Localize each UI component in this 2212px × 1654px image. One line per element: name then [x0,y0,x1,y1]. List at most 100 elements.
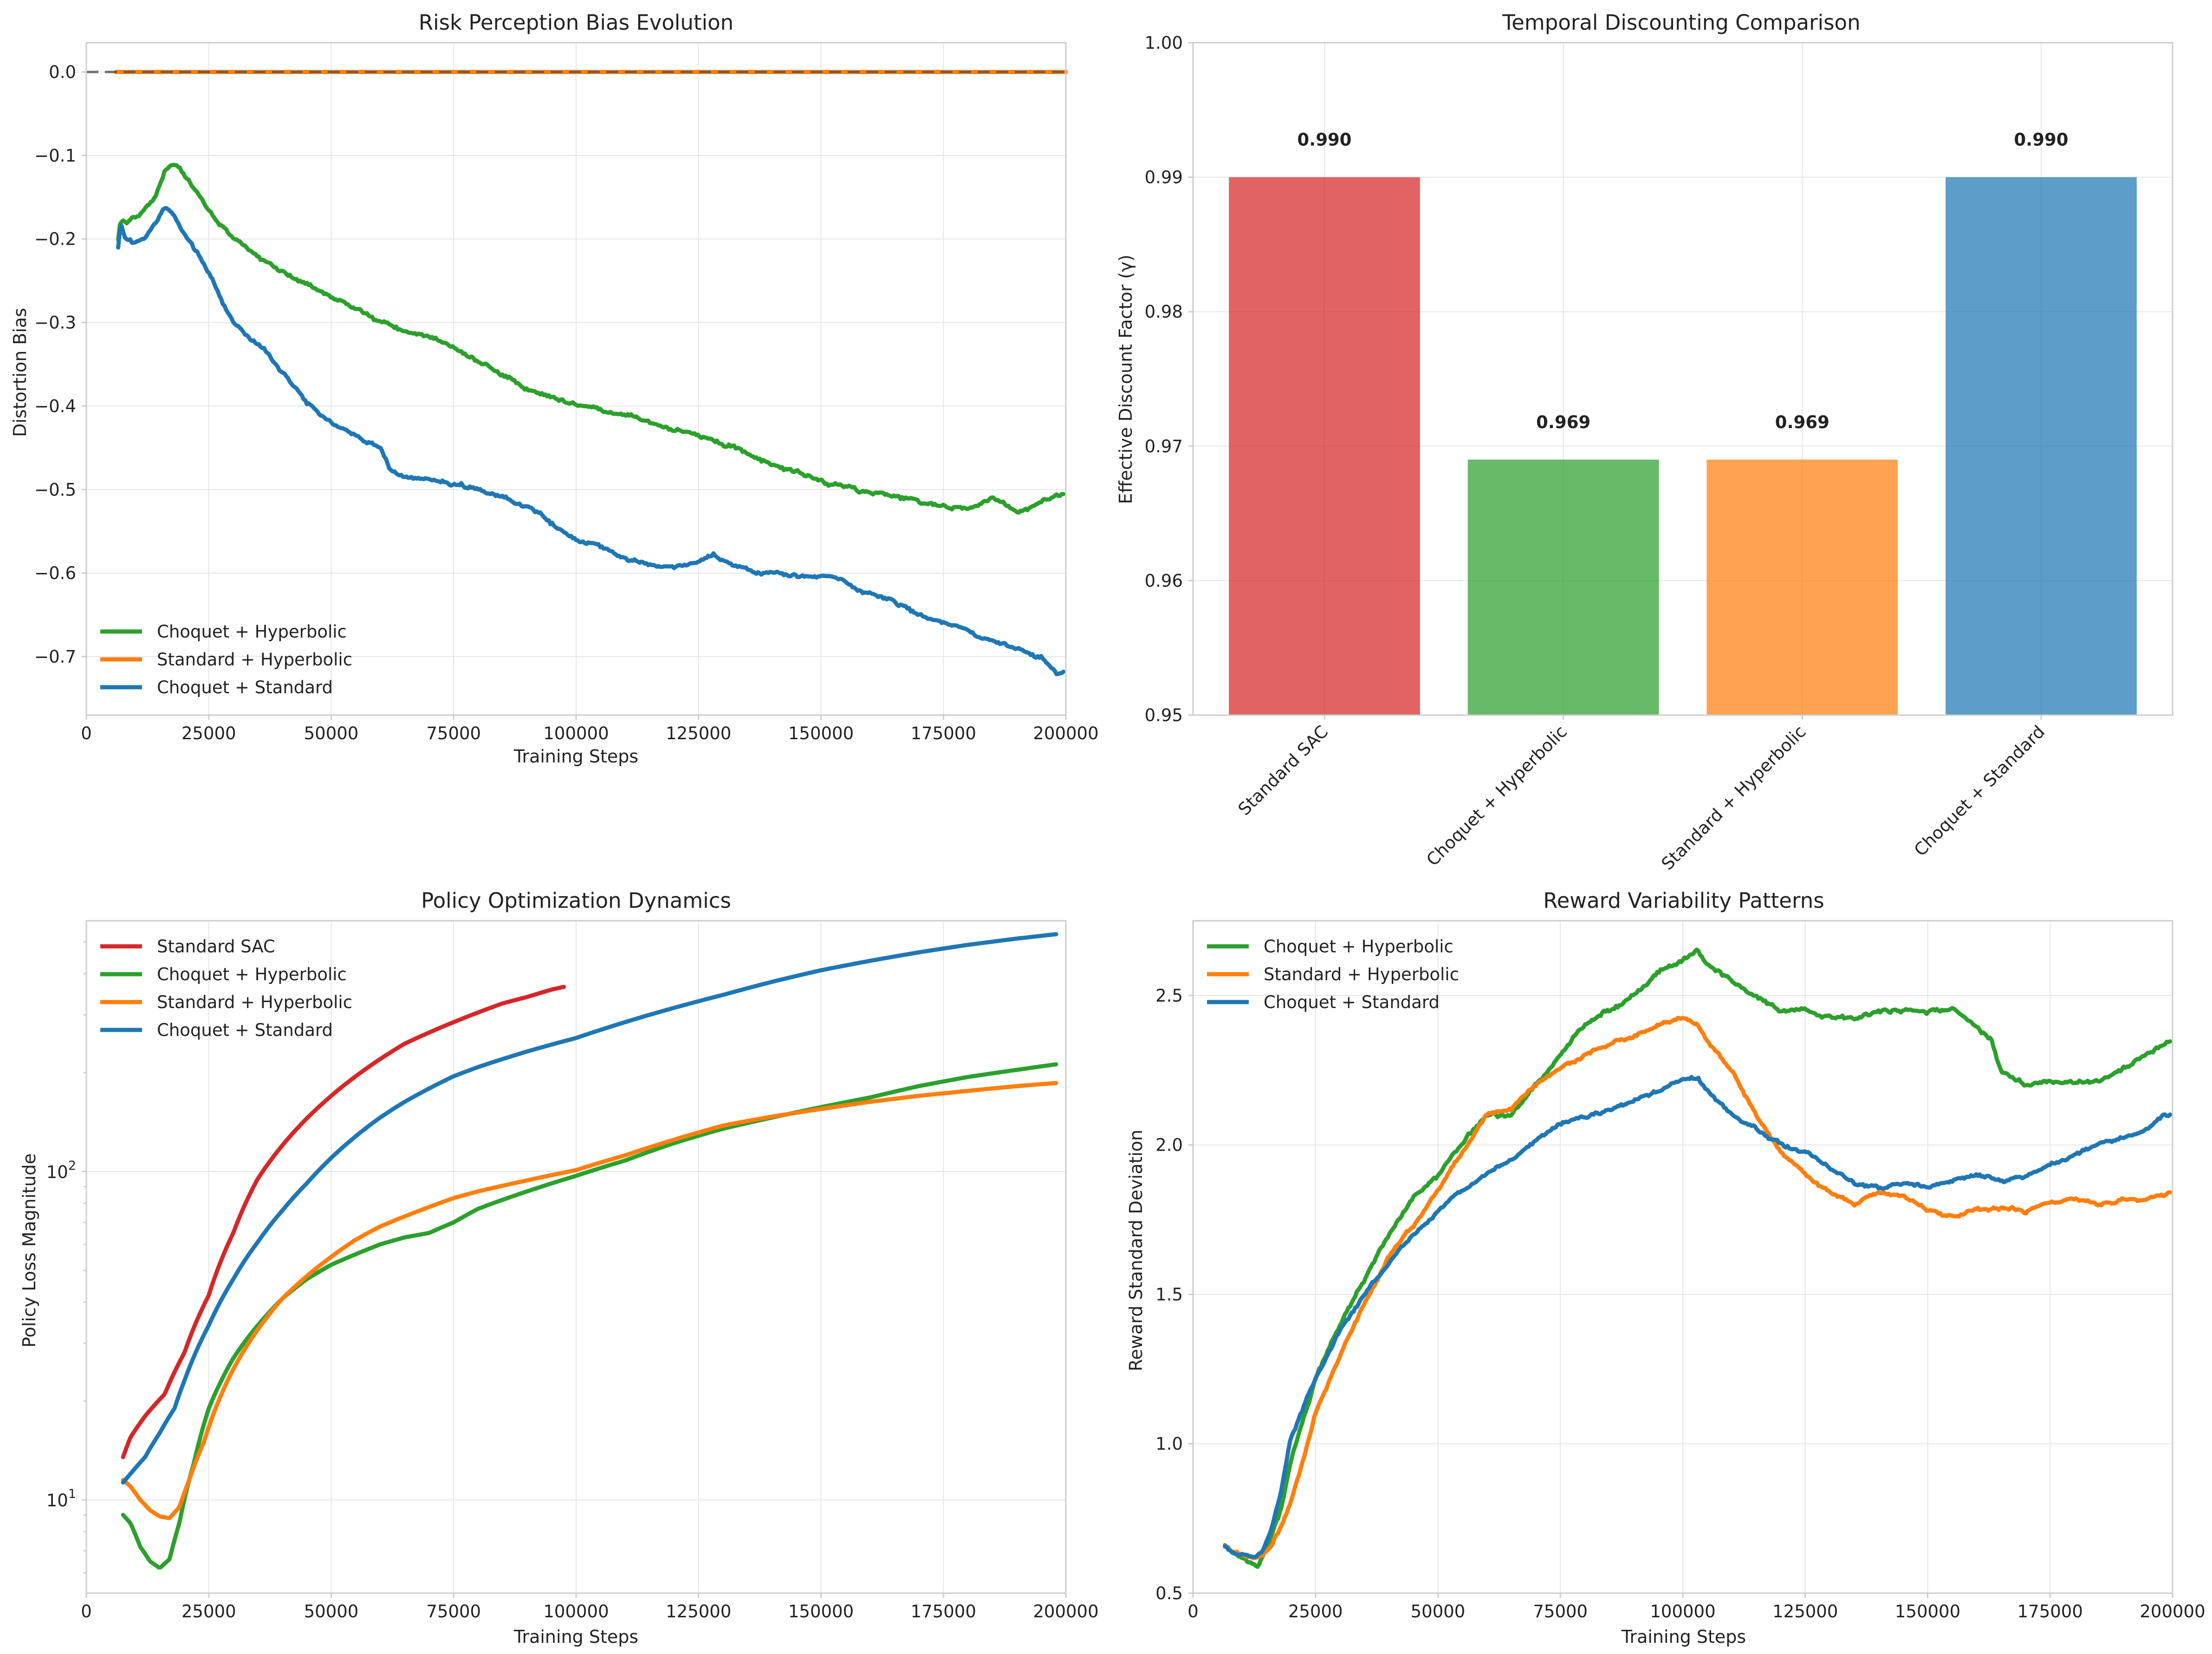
y-tick-label: 0.5 [1155,1583,1183,1603]
bar-value-label: 0.969 [1775,412,1829,432]
plot-frame [85,42,1067,716]
series-line-choquet-standard [1223,1074,2173,1559]
y-tick-label: 2.5 [1155,986,1183,1006]
x-tick-label: Standard SAC [1234,722,1332,820]
x-tick-label: 25000 [182,1602,236,1621]
legend-label: Choquet + Standard [157,677,333,697]
legend-label: Standard + Hyperbolic [157,992,352,1012]
legend-label: Choquet + Standard [1264,992,1440,1012]
panel-reward-variability: Reward Variability Patterns Training Ste… [1126,888,1824,1647]
y-tick-label: −0.7 [34,647,76,667]
plot-area: 0.95 0.96 0.97 0.98 0.99 1.00 0.990 0.969 0.969 0… [1145,33,2173,874]
x-tick-label: 50000 [304,723,359,743]
bar-standard-sac [1229,177,1420,716]
x-axis-label: Training Steps [513,1627,638,1647]
y-tick-label: 0.99 [1145,168,1183,188]
x-tick-label: 125000 [1772,1602,1838,1621]
bar-value-label: 0.969 [1536,412,1590,432]
chart-title: Risk Perception Bias Evolution [419,10,733,35]
x-tick-label: 25000 [1288,1602,1343,1621]
y-tick-label: −0.2 [34,229,76,249]
legend-label: Standard SAC [157,937,275,957]
y-tick-label: −0.6 [34,563,76,583]
bar-choquet-standard [1946,177,2137,716]
plot-frame [85,920,1067,1594]
x-tick-label: 150000 [788,1602,854,1621]
x-tick-label: 100000 [1650,1602,1715,1621]
panel-risk-bias: Risk Perception Bias Evolution Training … [10,10,733,767]
x-axis-label: Training Steps [1621,1627,1746,1647]
y-axis-label: Effective Discount Factor (γ) [1116,254,1136,504]
x-tick-label: 150000 [788,723,854,743]
legend-label: Choquet + Hyperbolic [157,622,347,642]
legend-label: Standard + Hyperbolic [157,650,352,670]
plot-area: 0 25000 50000 75000 100000 125000 150000 175000… [1155,921,2206,1621]
series-line-choquet-hyperbolic [116,163,1066,515]
bar-standard-hyperbolic [1706,459,1898,715]
x-tick-label: 125000 [666,1602,731,1621]
y-tick-label: −0.5 [34,480,76,500]
legend: Choquet + Hyperbolic Standard + Hyperboli… [1207,937,1459,1012]
x-tick-label: 75000 [426,1602,481,1621]
chart-title: Reward Variability Patterns [1543,888,1824,913]
y-tick-label: −0.4 [34,396,76,416]
x-tick-label: 200000 [1033,723,1098,743]
plot-frame [1192,42,2173,716]
y-tick-label: 101 [46,1487,76,1511]
x-tick-label: 200000 [2140,1602,2205,1621]
x-tick-label: 0 [81,723,92,743]
chart-title: Temporal Discounting Comparison [1502,10,1860,35]
x-tick-label: 175000 [2017,1602,2083,1621]
x-tick-label: 25000 [182,723,236,743]
x-tick-label: 125000 [666,723,731,743]
series-line-standard-sac [121,984,566,1459]
x-tick-label: 100000 [543,1602,609,1621]
y-axis-label: Reward Standard Deviation [1126,1130,1146,1371]
bar-choquet-hyperbolic [1467,459,1659,715]
legend-label: Choquet + Hyperbolic [1264,937,1453,957]
legend-label: Standard + Hyperbolic [1264,964,1459,984]
plot-area: 0 25000 50000 75000 100000 125000 150000 175000… [46,921,1099,1621]
panel-temporal-discount: Temporal Discounting Comparison Effectiv… [1116,10,1861,504]
y-tick-label: 102 [46,1159,76,1182]
x-tick-label: 175000 [911,1602,976,1621]
x-tick-label: 150000 [1895,1602,1960,1621]
y-tick-label: 0.0 [49,62,76,82]
x-tick-label: Choquet + Standard [1910,722,2049,860]
x-tick-label: 50000 [1411,1602,1466,1621]
y-tick-label: 1.5 [1155,1284,1183,1304]
x-tick-label: Choquet + Hyperbolic [1423,722,1571,870]
y-tick-label: 0.98 [1145,302,1183,322]
series-line-choquet-hyperbolic [1223,947,2173,1569]
legend: Standard SAC Choquet + Hyperbolic Standard… [100,937,352,1040]
plot-frame [1192,920,2173,1594]
legend-label: Choquet + Standard [157,1020,333,1040]
legend: Choquet + Hyperbolic Standard + Hyperboli… [100,622,352,697]
y-tick-label: −0.3 [34,313,76,333]
x-tick-label: 75000 [1533,1602,1588,1621]
panel-policy-loss: Policy Optimization Dynamics Training St… [19,888,731,1647]
x-tick-label: Standard + Hyperbolic [1658,722,1810,874]
bar-value-label: 0.990 [2014,130,2068,150]
series-line-choquet-standard [121,932,1058,1485]
series-line-choquet-standard [116,206,1066,677]
y-tick-label: 0.95 [1145,705,1183,725]
x-axis-label: Training Steps [513,746,638,767]
series-line-choquet-hyperbolic [121,1062,1058,1570]
y-tick-label: 0.97 [1145,436,1183,456]
chart-title: Policy Optimization Dynamics [421,888,731,913]
x-tick-label: 0 [1187,1602,1199,1621]
x-tick-label: 50000 [304,1602,359,1621]
legend-label: Choquet + Hyperbolic [157,964,347,984]
x-tick-label: 100000 [543,723,609,743]
x-tick-label: 75000 [426,723,481,743]
y-tick-label: 0.96 [1145,571,1183,591]
y-axis-label: Distortion Bias [10,308,30,437]
y-tick-label: −0.1 [34,146,76,166]
bar-value-label: 0.990 [1297,130,1352,150]
y-tick-label: 1.00 [1145,33,1183,53]
series-line-standard-hyperbolic [121,1081,1058,1520]
y-axis-label: Policy Loss Magnitude [19,1153,39,1348]
x-tick-label: 175000 [911,723,976,743]
